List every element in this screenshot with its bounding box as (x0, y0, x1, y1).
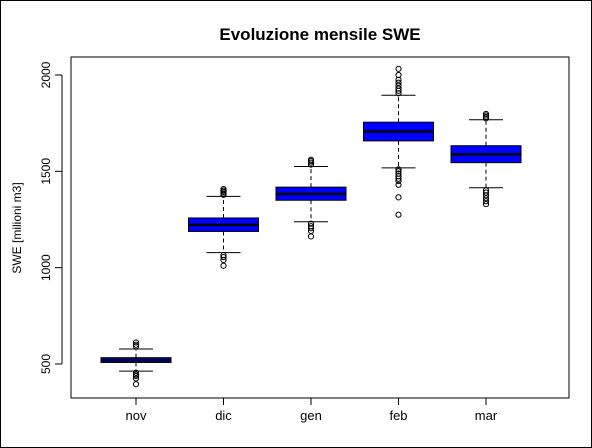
outlier-point (482, 198, 490, 205)
outlier-point (395, 82, 402, 89)
outlier-point (482, 110, 490, 118)
outlier-point (395, 168, 402, 175)
x-tick-label: gen (300, 408, 322, 423)
outlier-point (395, 194, 402, 201)
outlier-point (132, 369, 140, 376)
outlier-point (307, 225, 315, 232)
box-nov (100, 339, 172, 388)
outlier-point (482, 187, 490, 194)
outlier-point (395, 166, 402, 173)
outlier-point (220, 262, 227, 269)
outlier-point (482, 200, 490, 208)
outlier-point (395, 85, 402, 92)
outlier-point (220, 253, 227, 261)
y-tick-label: 500 (39, 354, 53, 374)
box-dic (188, 185, 259, 269)
outlier-point (132, 375, 140, 382)
outlier-point (395, 181, 402, 188)
outlier-point (395, 79, 402, 86)
outlier-point (220, 252, 227, 259)
outlier-point (132, 381, 140, 388)
x-tick-label: nov (126, 408, 147, 423)
box-gen (275, 156, 347, 240)
box-series (100, 65, 522, 388)
chart-title: Evoluzione mensile SWE (219, 25, 420, 44)
x-tick-label: mar (475, 408, 498, 423)
x-tick-label: dic (215, 408, 232, 423)
y-axis-label: SWE [milioni m3] (10, 182, 24, 273)
outlier-point (395, 65, 402, 72)
outlier-point (482, 195, 490, 202)
box-mar (450, 110, 522, 208)
outlier-point (482, 189, 490, 196)
outlier-point (307, 156, 315, 163)
outlier-point (307, 220, 315, 227)
outlier-point (132, 341, 140, 348)
y-axis: 500 1000 1500 2000 (39, 61, 63, 374)
x-tick-label: feb (389, 408, 407, 423)
box-feb (363, 65, 434, 218)
y-tick-label: 1000 (39, 254, 53, 281)
outlier-point (307, 223, 315, 230)
y-tick-label: 2000 (39, 61, 53, 88)
outlier-point (395, 71, 402, 79)
y-tick-label: 1500 (39, 158, 53, 185)
outlier-point (132, 339, 140, 346)
outlier-point (132, 371, 140, 378)
outlier-point (395, 211, 402, 218)
x-axis: nov dic gen feb mar (126, 397, 498, 423)
outlier-point (395, 170, 402, 177)
outlier-point (220, 185, 227, 193)
